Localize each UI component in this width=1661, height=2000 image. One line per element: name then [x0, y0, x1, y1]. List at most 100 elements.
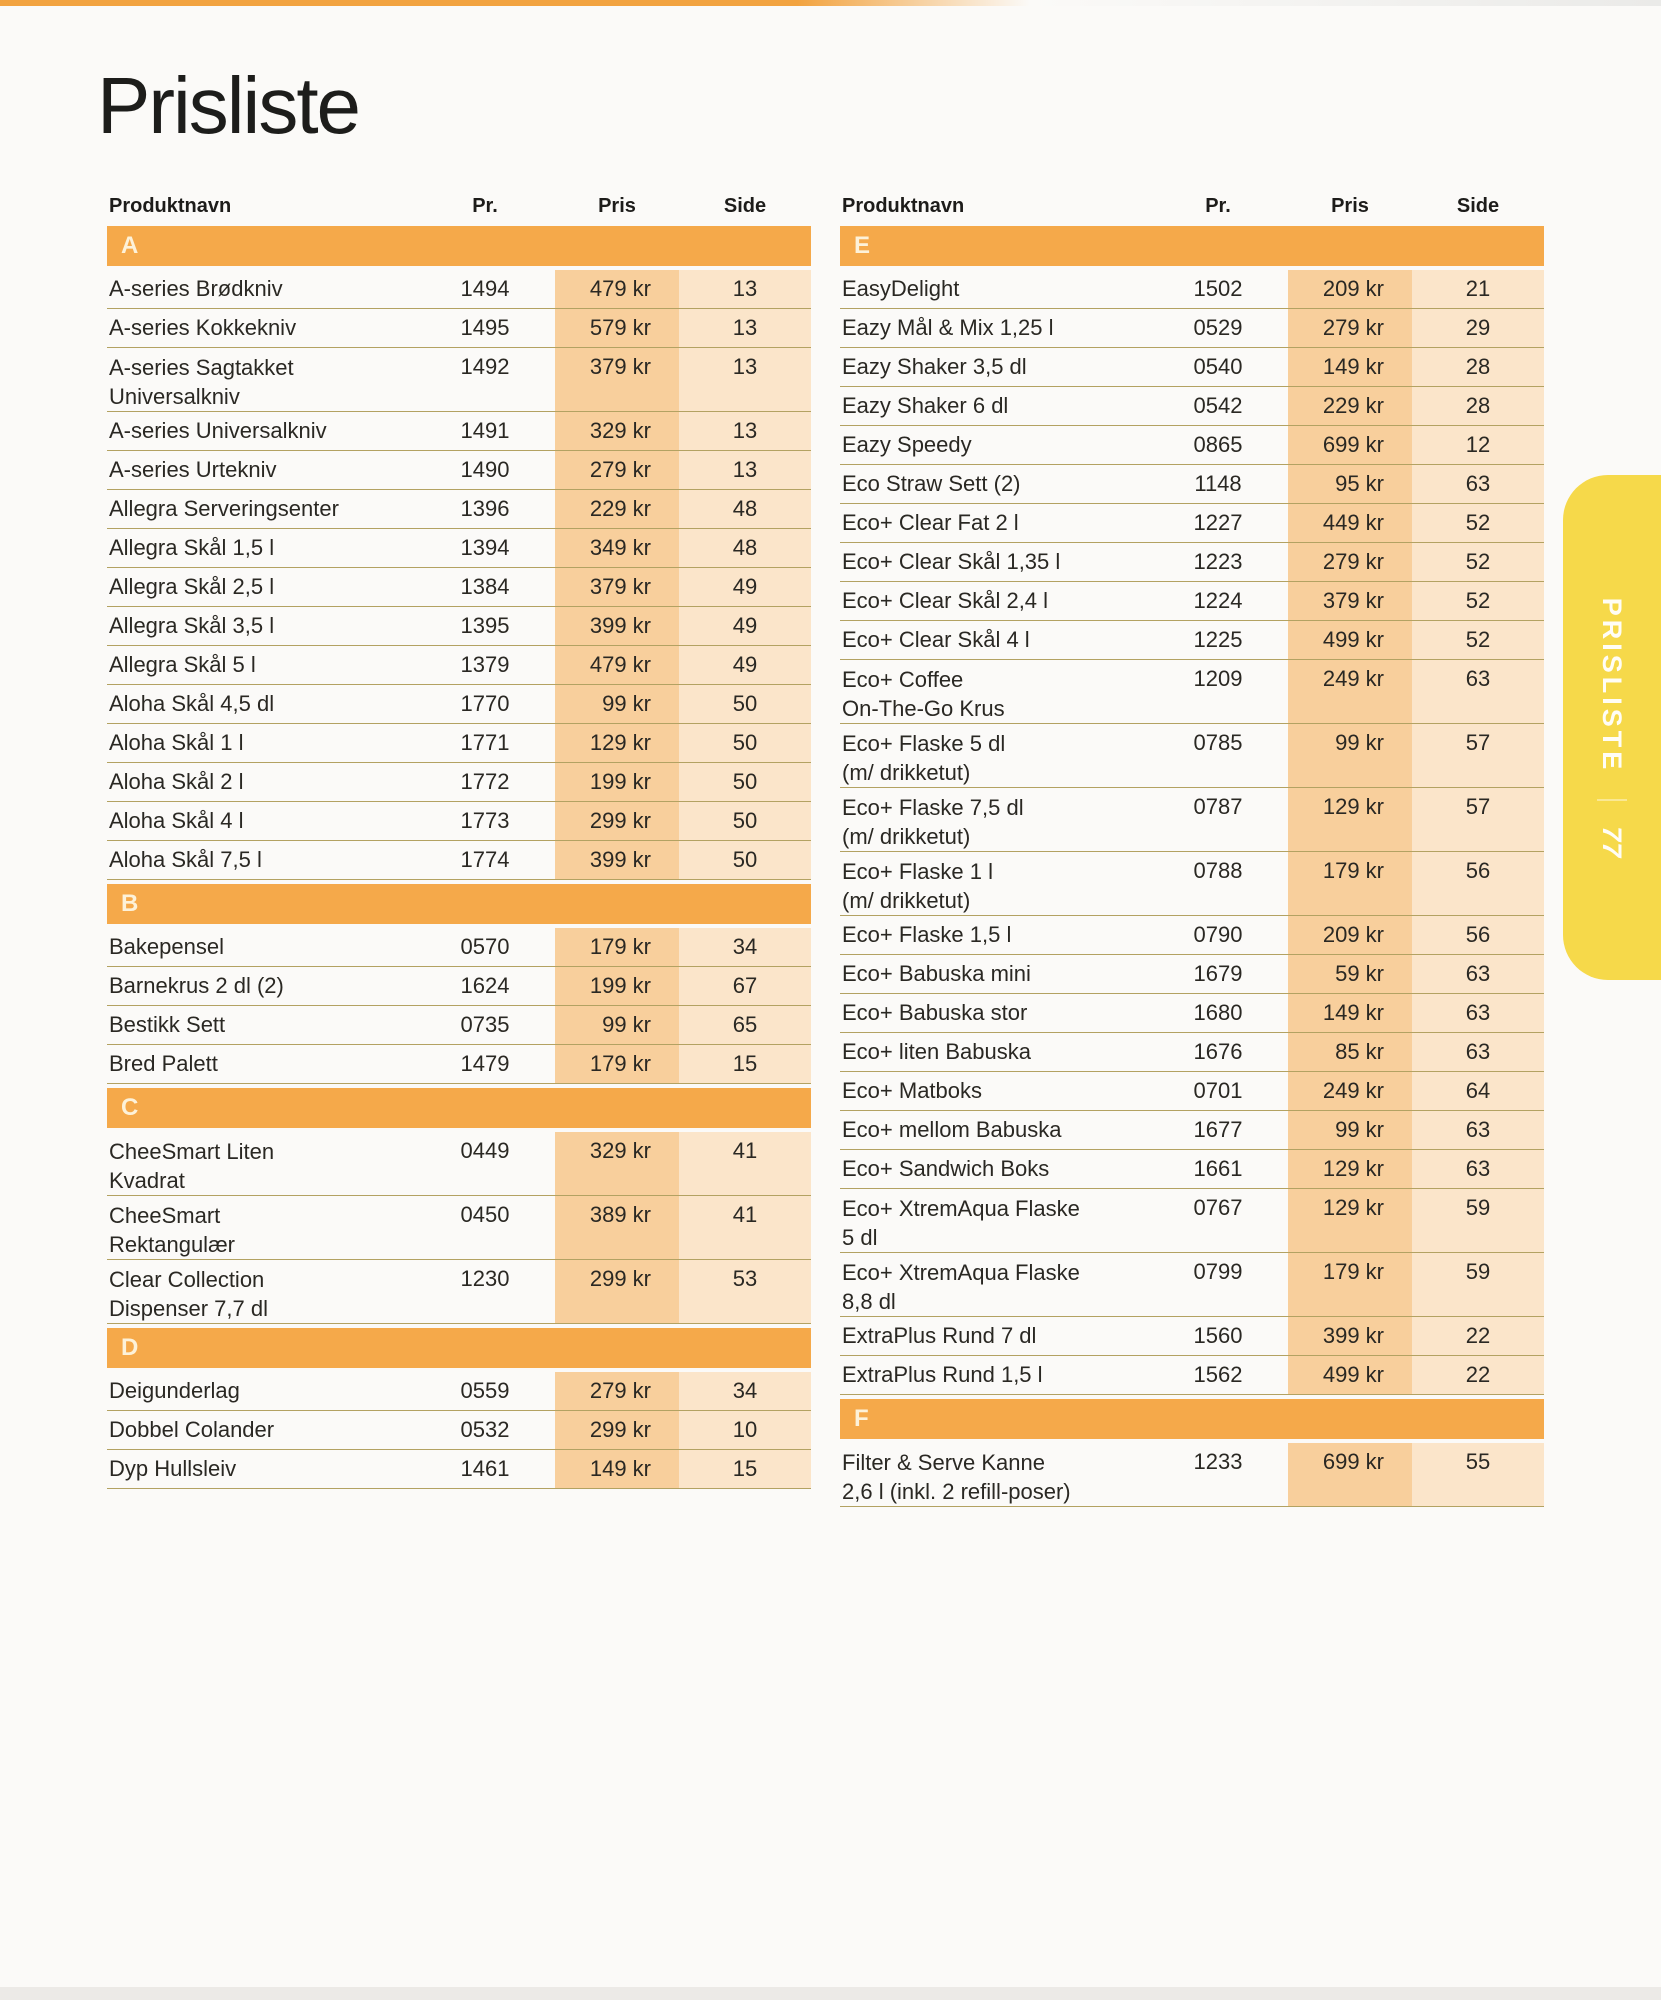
- product-name-cell: A-series Sagtakket Universalkniv: [109, 355, 294, 409]
- table-row: A-series Sagtakket Universalkniv 1492 379 …: [107, 348, 811, 412]
- table-row: Eco+ Clear Skål 4 l 1225 499 kr 52: [840, 621, 1544, 660]
- product-name-cell: Allegra Skål 3,5 l: [109, 613, 275, 638]
- price-cell: 479 kr: [555, 270, 679, 308]
- product-number-cell: 1230: [460, 1266, 510, 1291]
- column-header-pr: Pr.: [1205, 194, 1231, 217]
- price-cell: 249 kr: [1288, 660, 1412, 723]
- section-header-b: B: [107, 884, 811, 924]
- table-row: Eco+ mellom Babuska 1677 99 kr 63: [840, 1111, 1544, 1150]
- price-cell: 499 kr: [1288, 1356, 1412, 1394]
- table-row: Eco+ Flaske 5 dl (m/ drikketut) 0785 99 kr…: [840, 724, 1544, 788]
- product-number-cell: 0540: [1193, 354, 1243, 379]
- product-number-cell: 1772: [460, 769, 510, 794]
- table-row: Eazy Mål & Mix 1,25 l 0529 279 kr 29: [840, 309, 1544, 348]
- product-name-cell: Allegra Skål 2,5 l: [109, 574, 275, 599]
- price-cell: 279 kr: [1288, 543, 1412, 581]
- product-name-cell: Eazy Shaker 3,5 dl: [842, 354, 1027, 379]
- price-cell: 129 kr: [1288, 1189, 1412, 1252]
- table-row: Barnekrus 2 dl (2) 1624 199 kr 67: [107, 967, 811, 1006]
- product-name-cell: Eco+ Clear Skål 1,35 l: [842, 549, 1061, 574]
- product-name-cell: Eazy Speedy: [842, 432, 972, 457]
- table-row: Bred Palett 1479 179 kr 15: [107, 1045, 811, 1084]
- table-row: Allegra Skål 3,5 l 1395 399 kr 49: [107, 607, 811, 646]
- price-cell: 229 kr: [555, 490, 679, 528]
- table-row: Eco+ XtremAqua Flaske 8,8 dl 0799 179 kr 59: [840, 1253, 1544, 1317]
- product-name-cell: A-series Brødkniv: [109, 276, 283, 301]
- page-number-cell: 56: [1412, 916, 1544, 954]
- product-number-cell: 1479: [460, 1051, 510, 1076]
- price-cell: 59 kr: [1288, 955, 1412, 993]
- page-number-cell: 63: [1412, 994, 1544, 1032]
- table-row: Eco+ Clear Skål 1,35 l 1223 279 kr 52: [840, 543, 1544, 582]
- price-cell: 399 kr: [555, 607, 679, 645]
- table-row: Eco+ Sandwich Boks 1661 129 kr 63: [840, 1150, 1544, 1189]
- product-number-cell: 1676: [1193, 1039, 1243, 1064]
- product-name-cell: Eco+ Flaske 7,5 dl (m/ drikketut): [842, 795, 1024, 849]
- table-row: Dobbel Colander 0532 299 kr 10: [107, 1411, 811, 1450]
- table-row: Eco+ Clear Skål 2,4 l 1224 379 kr 52: [840, 582, 1544, 621]
- section-header-e: E: [840, 226, 1544, 266]
- product-number-cell: 1774: [460, 847, 510, 872]
- page-number-cell: 49: [679, 568, 811, 606]
- product-name-cell: Eco+ XtremAqua Flaske 5 dl: [842, 1196, 1080, 1250]
- price-cell: 199 kr: [555, 763, 679, 801]
- product-number-cell: 1773: [460, 808, 510, 833]
- price-cell: 179 kr: [555, 928, 679, 966]
- product-name-cell: Aloha Skål 7,5 l: [109, 847, 262, 872]
- section-letter: D: [121, 1334, 139, 1361]
- product-number-cell: 0532: [460, 1417, 510, 1442]
- page-number-cell: 22: [1412, 1317, 1544, 1355]
- product-number-cell: 0787: [1193, 794, 1243, 819]
- product-number-cell: 1394: [460, 535, 510, 560]
- price-cell: 379 kr: [1288, 582, 1412, 620]
- product-name-cell: Eco+ Flaske 1,5 l: [842, 922, 1012, 947]
- tab-divider: [1597, 798, 1627, 800]
- product-name-cell: Bestikk Sett: [109, 1012, 226, 1037]
- product-name-cell: Eco+ XtremAqua Flaske 8,8 dl: [842, 1260, 1080, 1314]
- product-name-cell: A-series Urtekniv: [109, 457, 277, 482]
- table-row: A-series Urtekniv 1490 279 kr 13: [107, 451, 811, 490]
- page-number-cell: 52: [1412, 582, 1544, 620]
- table-row: Dyp Hullsleiv 1461 149 kr 15: [107, 1450, 811, 1489]
- price-cell: 699 kr: [1288, 1443, 1412, 1506]
- page-number-cell: 56: [1412, 852, 1544, 915]
- price-cell: 279 kr: [555, 1372, 679, 1410]
- page-number-cell: 13: [679, 270, 811, 308]
- price-cell: 179 kr: [555, 1045, 679, 1083]
- page-number-cell: 49: [679, 646, 811, 684]
- page-number-cell: 59: [1412, 1189, 1544, 1252]
- section-letter: C: [121, 1094, 139, 1121]
- product-number-cell: 1771: [460, 730, 510, 755]
- bookmark-tab-content: PRISLISTE 77: [1563, 475, 1661, 980]
- product-name-cell: Eco+ liten Babuska: [842, 1039, 1031, 1064]
- product-name-cell: Aloha Skål 4 l: [109, 808, 244, 833]
- product-name-cell: Eco+ Babuska stor: [842, 1000, 1028, 1025]
- product-number-cell: 1679: [1193, 961, 1243, 986]
- product-number-cell: 1227: [1193, 510, 1243, 535]
- page-number-cell: 55: [1412, 1443, 1544, 1506]
- table-row: Clear Collection Dispenser 7,7 dl 1230 299…: [107, 1260, 811, 1324]
- column-header-pris: Pris: [1331, 194, 1369, 217]
- table-row: Eco+ Babuska stor 1680 149 kr 63: [840, 994, 1544, 1033]
- price-cell: 85 kr: [1288, 1033, 1412, 1071]
- product-number-cell: 1661: [1193, 1156, 1243, 1181]
- product-number-cell: 1209: [1193, 666, 1243, 691]
- table-row: Bestikk Sett 0735 99 kr 65: [107, 1006, 811, 1045]
- product-number-cell: 1677: [1193, 1117, 1243, 1142]
- price-cell: 249 kr: [1288, 1072, 1412, 1110]
- product-name-cell: Barnekrus 2 dl (2): [109, 973, 284, 998]
- price-cell: 99 kr: [1288, 1111, 1412, 1149]
- product-name-cell: Clear Collection Dispenser 7,7 dl: [109, 1267, 268, 1321]
- table-header-row: Produktnavn Pr. Pris Side: [840, 190, 1544, 222]
- table-row: Filter & Serve Kanne 2,6 l (inkl. 2 refi…: [840, 1443, 1544, 1507]
- product-number-cell: 1680: [1193, 1000, 1243, 1025]
- price-cell: 579 kr: [555, 309, 679, 347]
- price-cell: 399 kr: [1288, 1317, 1412, 1355]
- table-row: Bakepensel 0570 179 kr 34: [107, 928, 811, 967]
- product-number-cell: 1562: [1193, 1362, 1243, 1387]
- table-row: Aloha Skål 2 l 1772 199 kr 50: [107, 763, 811, 802]
- column-header-pr: Pr.: [472, 194, 498, 217]
- table-row: CheeSmart Liten Kvadrat 0449 329 kr 41: [107, 1132, 811, 1196]
- product-number-cell: 0799: [1193, 1259, 1243, 1284]
- product-number-cell: 1396: [460, 496, 510, 521]
